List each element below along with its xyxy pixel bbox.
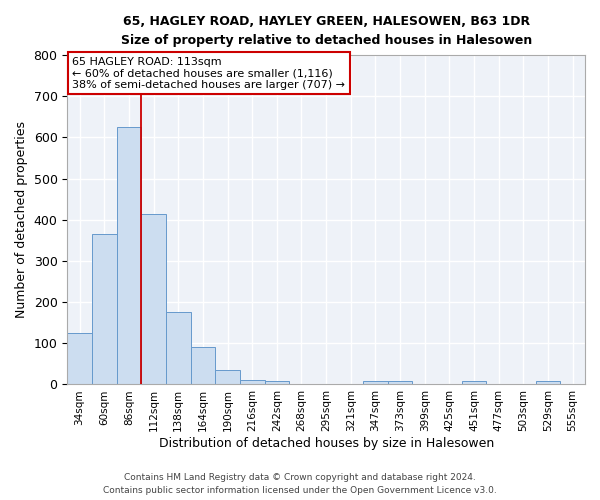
Bar [92,234,116,384]
Title: 65, HAGLEY ROAD, HAYLEY GREEN, HALESOWEN, B63 1DR
Size of property relative to d: 65, HAGLEY ROAD, HAYLEY GREEN, HALESOWEN… [121,15,532,47]
Bar [462,381,487,384]
Bar [116,127,141,384]
Bar [388,381,412,384]
Text: Contains HM Land Registry data © Crown copyright and database right 2024.
Contai: Contains HM Land Registry data © Crown c… [103,474,497,495]
Y-axis label: Number of detached properties: Number of detached properties [15,122,28,318]
Bar [363,381,388,384]
Bar [215,370,240,384]
Bar [265,381,289,384]
Bar [67,333,92,384]
X-axis label: Distribution of detached houses by size in Halesowen: Distribution of detached houses by size … [158,437,494,450]
Bar [166,312,191,384]
Bar [536,381,560,384]
Text: 65 HAGLEY ROAD: 113sqm
← 60% of detached houses are smaller (1,116)
38% of semi-: 65 HAGLEY ROAD: 113sqm ← 60% of detached… [73,57,346,90]
Bar [141,214,166,384]
Bar [240,380,265,384]
Bar [191,348,215,385]
